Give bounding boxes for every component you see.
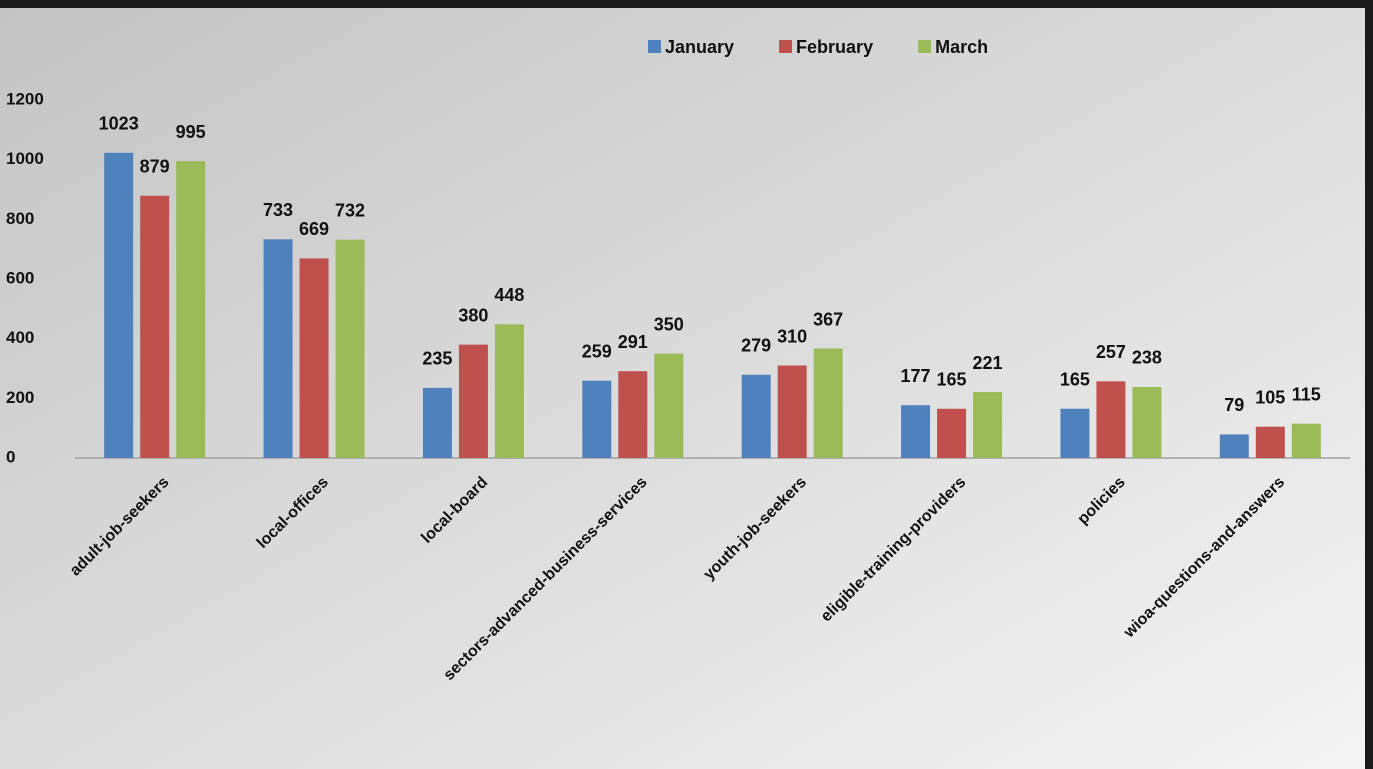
legend-swatch: [918, 40, 932, 53]
bar: [176, 161, 206, 459]
bar: [494, 324, 524, 458]
legend-swatch: [779, 40, 793, 53]
bar: [104, 152, 134, 458]
value-label: 669: [299, 219, 329, 239]
legend-label: February: [796, 37, 873, 57]
value-label: 733: [263, 200, 293, 220]
value-label: 732: [335, 200, 365, 220]
value-label: 79: [1224, 395, 1244, 415]
bar: [1096, 381, 1126, 458]
value-label: 165: [937, 370, 967, 390]
bar: [654, 353, 684, 458]
value-label: 291: [618, 332, 648, 352]
y-tick-label: 800: [6, 209, 34, 228]
value-label: 310: [777, 326, 807, 346]
bar: [937, 408, 967, 458]
value-label: 879: [140, 157, 170, 177]
value-label: 257: [1096, 342, 1126, 362]
bar: [1219, 434, 1249, 458]
value-label: 221: [973, 353, 1003, 373]
value-label: 448: [494, 285, 524, 305]
value-label: 235: [422, 349, 452, 369]
bar: [741, 374, 771, 458]
value-label: 115: [1292, 384, 1321, 404]
value-label: 380: [458, 305, 488, 325]
bar: [1132, 386, 1162, 458]
value-label: 259: [582, 341, 612, 361]
y-tick-label: 0: [6, 447, 15, 466]
bar: [140, 195, 170, 458]
value-label: 177: [901, 366, 931, 386]
bar: [777, 365, 807, 458]
bar: [1060, 408, 1090, 458]
y-tick-label: 600: [6, 268, 34, 287]
bar: [582, 380, 612, 458]
y-tick-label: 200: [6, 388, 34, 407]
bar: [422, 387, 452, 458]
legend-label: January: [665, 37, 734, 57]
value-label: 1023: [99, 114, 139, 134]
y-tick-label: 1200: [6, 89, 44, 108]
value-label: 279: [741, 336, 771, 356]
value-label: 367: [813, 309, 843, 329]
value-label: 350: [654, 314, 684, 334]
bar: [901, 405, 931, 458]
bar: [335, 239, 365, 458]
bar: [1291, 423, 1321, 458]
legend-swatch: [648, 40, 661, 53]
value-label: 995: [176, 122, 206, 142]
value-label: 238: [1132, 348, 1162, 368]
bar: [263, 239, 293, 458]
bar: [1255, 426, 1285, 458]
bar: [299, 258, 329, 458]
value-label: 105: [1255, 387, 1285, 407]
legend-label: March: [935, 37, 988, 57]
bar: [813, 348, 843, 458]
y-tick-label: 1000: [6, 149, 44, 168]
y-tick-label: 400: [6, 328, 34, 347]
bar: [973, 392, 1003, 458]
value-label: 165: [1060, 370, 1090, 390]
bar: [618, 371, 648, 458]
bar: [458, 344, 488, 458]
